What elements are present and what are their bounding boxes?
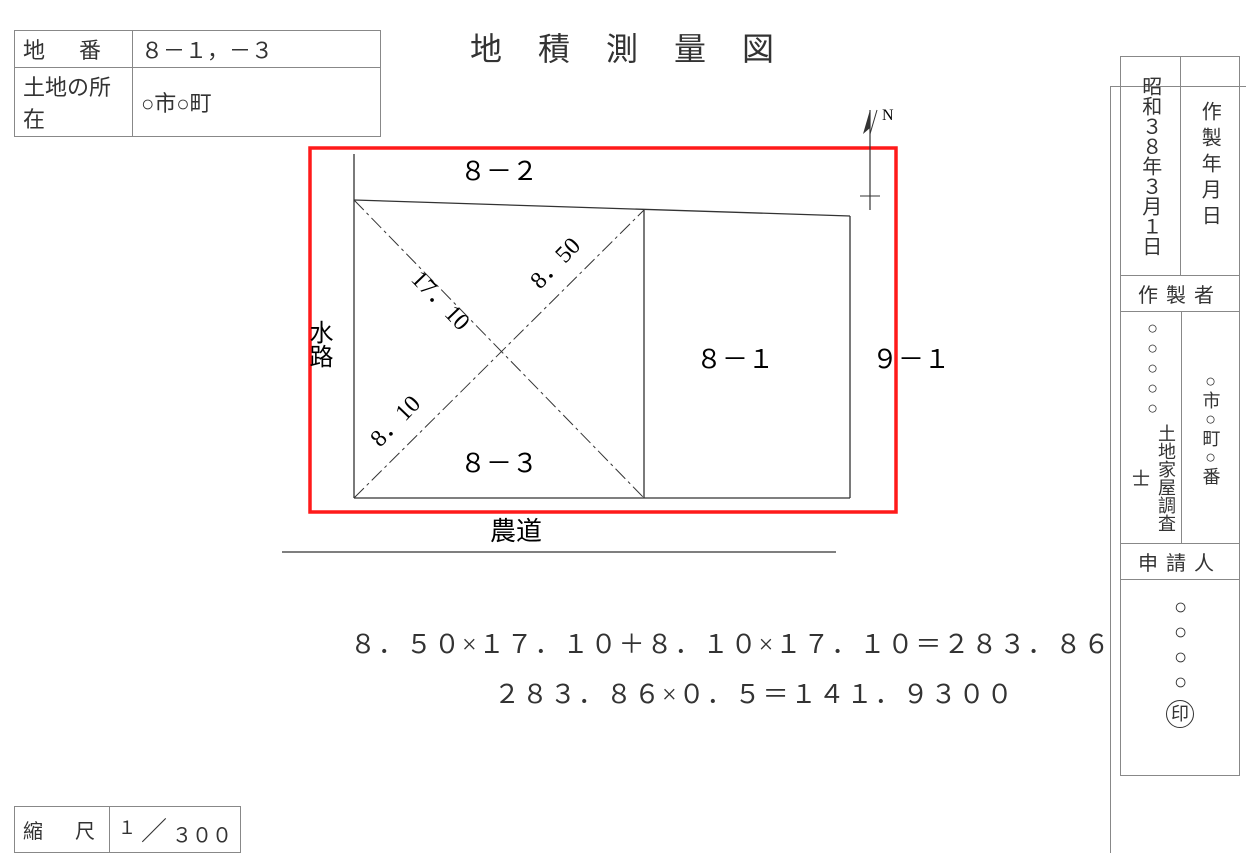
parcel-9-1: ９－１ xyxy=(872,345,950,374)
scale-box: 縮 尺 １ ／ ３００ xyxy=(14,806,241,853)
parcel-8-1: ８－１ xyxy=(696,345,774,374)
dim-17-10: 17．10 xyxy=(406,266,475,336)
applicant-name: ○○○○ xyxy=(1167,594,1193,694)
author-label: 作製者 xyxy=(1120,276,1240,312)
frame-right-inner xyxy=(1110,86,1111,853)
right-panel: 昭和３８年３月１日 作製年月日 作製者 ○○○○○ 土地家屋調査士 ○市○町○番… xyxy=(1120,56,1240,776)
scale-value: １ ／ ３００ xyxy=(110,807,241,853)
date-value-cell: 昭和３８年３月１日 xyxy=(1120,56,1181,276)
parcel-8-3: ８－３ xyxy=(460,449,538,478)
scale-denominator: ３００ xyxy=(172,825,232,847)
dim-8-50: 8．50 xyxy=(526,233,586,294)
chiban-label: 地 番 xyxy=(15,31,133,68)
date-label: 作製年月日 xyxy=(1195,101,1224,231)
date-value: 昭和３８年３月１日 xyxy=(1136,76,1165,256)
calc-line-1: ８．５０×１７．１０＋８．１０×１７．１０＝２８３．８６ xyxy=(350,624,1111,661)
dim-8-10: 8．10 xyxy=(366,391,426,452)
chiban-value: ８－１，－３ xyxy=(133,31,381,68)
author-role: 土地家屋調査士 xyxy=(1127,418,1179,537)
author-name: ○○○○○ xyxy=(1142,318,1163,418)
highlight-box xyxy=(310,148,896,512)
parcel-8-2: ８－２ xyxy=(460,157,538,186)
author-details: ○○○○○ 土地家屋調査士 xyxy=(1120,312,1182,544)
applicant-cell: ○○○○ 印 xyxy=(1120,580,1240,776)
compass-label: N xyxy=(882,107,894,124)
applicant-label: 申請人 xyxy=(1120,544,1240,580)
document-title: 地 積 測 量 図 xyxy=(470,24,788,70)
calc-line-2: ２８３．８６×０．５＝１４１．９３００ xyxy=(494,674,1015,711)
compass-icon: N xyxy=(860,107,894,210)
waterway-label: 水路 xyxy=(305,320,333,368)
author-addr: ○市○町○番 xyxy=(1198,371,1224,485)
seal-icon: 印 xyxy=(1166,700,1194,728)
line-top xyxy=(354,200,850,216)
road-label: 農道 xyxy=(490,517,542,546)
date-label-cell: 作製年月日 xyxy=(1181,56,1241,276)
scale-numerator: １ xyxy=(118,818,136,838)
scale-label: 縮 尺 xyxy=(15,807,110,853)
author-addr-cell: ○市○町○番 xyxy=(1182,312,1240,544)
